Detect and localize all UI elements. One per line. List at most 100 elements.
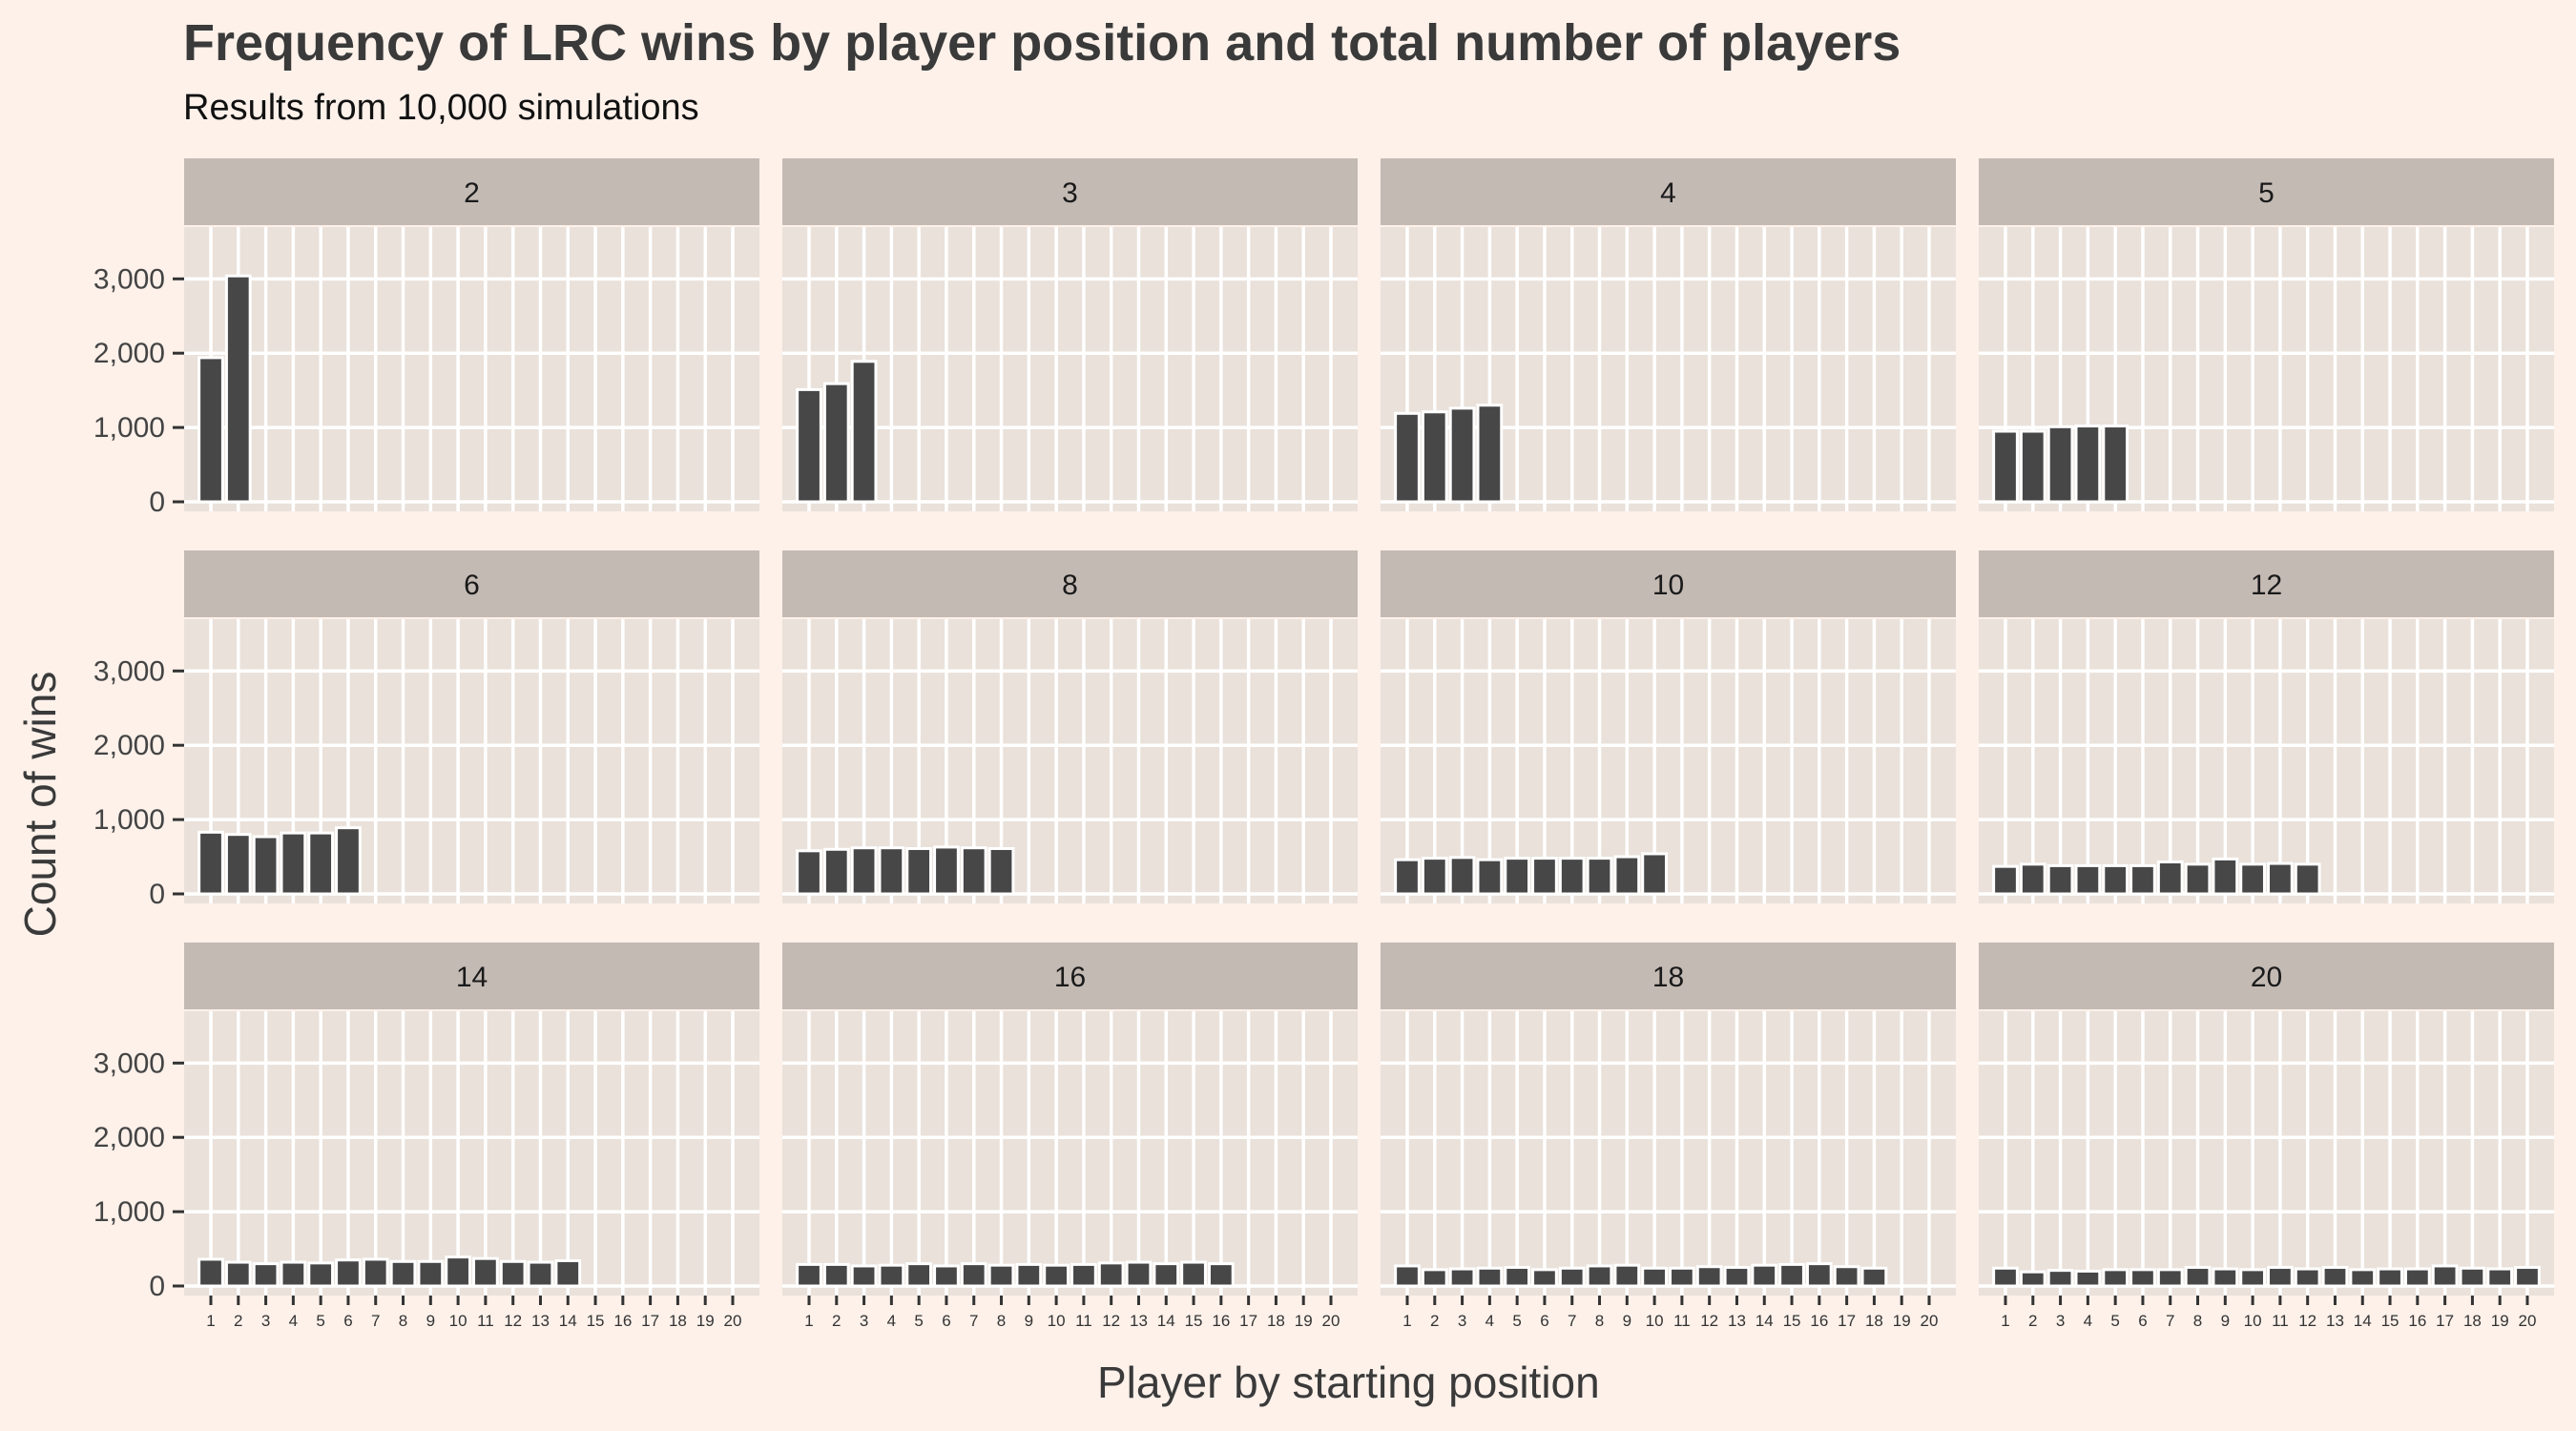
bar <box>1394 858 1421 896</box>
x-tick-label: 15 <box>1783 1312 1801 1330</box>
bar <box>2431 1264 2459 1288</box>
x-tick-label: 1 <box>2001 1312 2009 1330</box>
bar <box>2239 862 2266 896</box>
x-tick-label: 8 <box>399 1312 407 1330</box>
x-tick-label: 11 <box>2272 1312 2289 1330</box>
bar <box>850 846 878 896</box>
x-tick-label: 16 <box>1212 1312 1230 1330</box>
bar <box>2019 862 2046 896</box>
y-tick-label: 0 <box>149 879 165 910</box>
panel-background <box>1979 1011 2554 1296</box>
panel-background <box>184 1011 759 1296</box>
bar <box>554 1259 582 1288</box>
bar <box>1586 857 1613 896</box>
bar <box>2019 1270 2046 1288</box>
y-tick-label: 2,000 <box>93 730 165 761</box>
bar <box>197 830 224 896</box>
x-tick-label: 13 <box>531 1312 550 1330</box>
x-tick-label: 13 <box>1130 1312 1148 1330</box>
x-tick-label: 5 <box>914 1312 923 1330</box>
bar <box>905 846 933 896</box>
bar <box>2156 861 2184 896</box>
x-tick-label: 7 <box>2166 1312 2174 1330</box>
bar <box>2046 863 2074 896</box>
bar <box>850 360 878 504</box>
bar <box>1448 1267 1476 1288</box>
bar <box>1613 1263 1641 1288</box>
facet-panel: 12 <box>1979 550 2554 903</box>
x-tick-label: 2 <box>1430 1312 1439 1330</box>
bar <box>2294 862 2321 896</box>
bar <box>335 826 362 896</box>
bar <box>1421 857 1448 896</box>
x-tick-label: 19 <box>1295 1312 1313 1330</box>
bar <box>2046 1269 2074 1288</box>
bar <box>1558 857 1586 896</box>
facet-strip-label: 10 <box>1652 570 1684 601</box>
bar <box>2267 861 2294 896</box>
facet-panel: 4 <box>1381 158 1956 511</box>
bar <box>1070 1262 1097 1288</box>
bar <box>197 356 224 504</box>
facet-panel: 2 0 1,000 2,000 3,000 <box>93 158 759 518</box>
x-tick-label: 2 <box>832 1312 841 1330</box>
x-tick-label: 14 <box>1157 1312 1175 1330</box>
bar <box>1531 857 1558 896</box>
x-tick-label: 14 <box>1755 1312 1774 1330</box>
y-tick-label: 1,000 <box>93 412 165 444</box>
bar <box>933 845 960 896</box>
x-axis-title: Player by starting position <box>1097 1358 1600 1407</box>
bar <box>1723 1266 1751 1288</box>
facet-strip-label: 18 <box>1652 962 1684 993</box>
bar <box>499 1259 527 1288</box>
bar <box>1015 1262 1043 1288</box>
bar <box>307 831 335 896</box>
bar <box>2074 425 2102 504</box>
bar <box>1586 1264 1613 1288</box>
bar <box>2514 1266 2541 1288</box>
bar <box>2321 1266 2349 1288</box>
bar <box>362 1257 389 1288</box>
x-tick-label: 8 <box>2193 1312 2202 1330</box>
x-tick-label: 18 <box>1267 1312 1285 1330</box>
bar <box>224 274 252 504</box>
facet-panel: 201 2 3 4 5 6 7 8 9 10 11 12 13 14 15 16 17 18 19 20 <box>1979 943 2554 1330</box>
y-tick-label: 3,000 <box>93 263 165 295</box>
bar <box>1531 1268 1558 1288</box>
bar <box>1695 1265 1723 1288</box>
facet-strip-label: 4 <box>1660 177 1676 209</box>
bar <box>2239 1268 2266 1288</box>
panel-background <box>1381 1011 1956 1296</box>
bar <box>1476 1266 1504 1288</box>
x-tick-label: 8 <box>997 1312 1006 1330</box>
bar <box>1421 410 1448 504</box>
x-tick-label: 20 <box>724 1312 742 1330</box>
x-tick-label: 12 <box>2298 1312 2316 1330</box>
bar <box>1641 852 1668 896</box>
bar <box>1125 1260 1153 1288</box>
facet-strip-label: 6 <box>464 570 480 601</box>
x-tick-label: 18 <box>1865 1312 1883 1330</box>
x-tick-label: 14 <box>559 1312 577 1330</box>
x-tick-label: 7 <box>1568 1312 1576 1330</box>
facet-panel: 3 <box>782 158 1358 511</box>
bar <box>960 846 987 896</box>
bar <box>417 1259 445 1288</box>
bar <box>1448 856 1476 896</box>
facet-strip-label: 20 <box>2251 962 2282 993</box>
x-tick-label: 3 <box>261 1312 270 1330</box>
bar <box>445 1255 471 1288</box>
x-tick-label: 4 <box>1485 1312 1494 1330</box>
bar <box>335 1258 362 1288</box>
x-tick-label: 6 <box>1540 1312 1548 1330</box>
bar <box>1476 404 1504 504</box>
x-tick-label: 4 <box>887 1312 896 1330</box>
y-tick-label: 1,000 <box>93 804 165 836</box>
bar <box>2294 1267 2321 1288</box>
y-tick-label: 3,000 <box>93 1047 165 1079</box>
bar <box>2102 1268 2129 1288</box>
panel-background <box>184 227 759 511</box>
y-tick-label: 0 <box>149 487 165 518</box>
x-tick-label: 12 <box>1700 1312 1718 1330</box>
